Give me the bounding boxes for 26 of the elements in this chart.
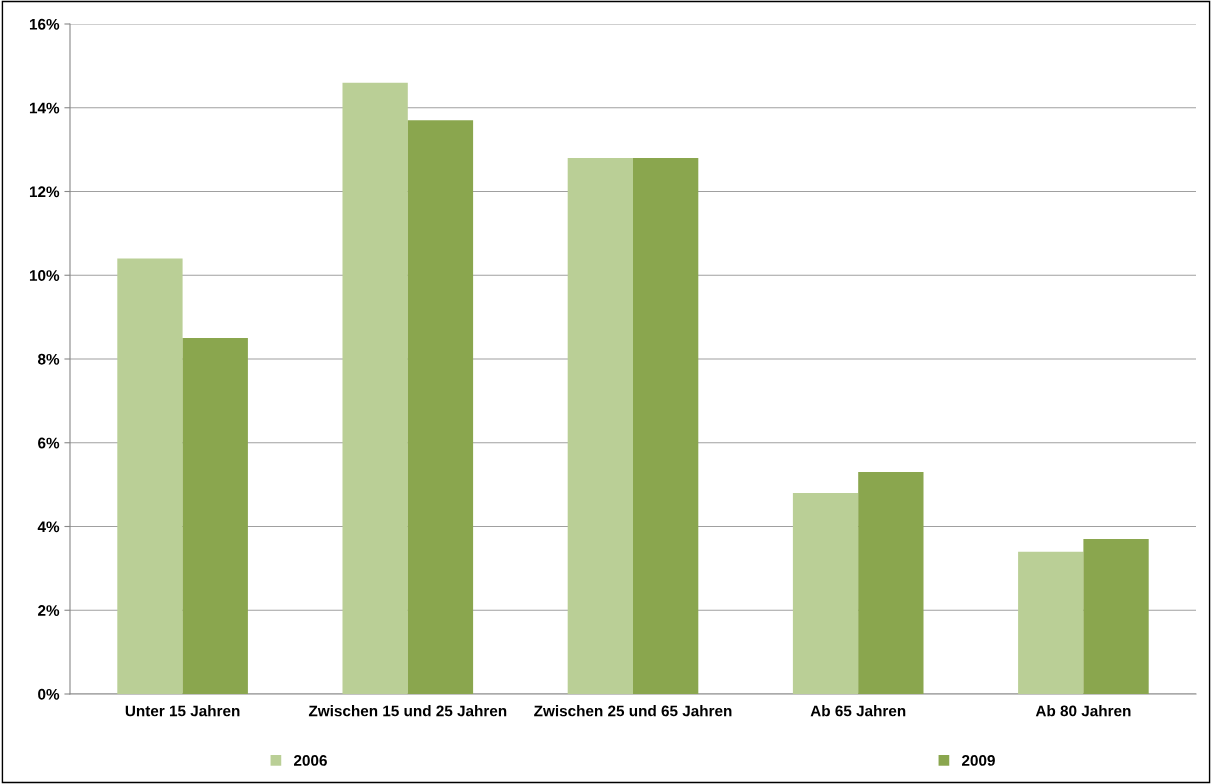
y-tick-label: 2% (38, 605, 60, 616)
bar (342, 82, 408, 694)
bar (1018, 551, 1084, 694)
y-tick-label: 8% (37, 353, 60, 365)
bar (633, 158, 699, 694)
bar (407, 120, 474, 694)
y-tick-label: 16% (29, 18, 60, 30)
y-tick-label: 14% (29, 102, 60, 114)
x-tick-label: Unter 15 Jahren (125, 705, 240, 717)
bar (567, 158, 633, 694)
legend-label: 2009 (962, 755, 995, 766)
y-tick-label: 12% (29, 186, 60, 198)
bar (792, 493, 859, 694)
legend-label: 2006 (293, 755, 327, 766)
y-tick-label: 0% (38, 688, 60, 700)
y-tick-label: 10% (29, 270, 60, 281)
bar (182, 338, 248, 694)
y-tick-label: 6% (38, 437, 60, 449)
x-tick-label: Ab 80 Jahren (1035, 705, 1131, 717)
bar (117, 258, 183, 694)
bar (1083, 539, 1149, 694)
bar (858, 472, 924, 694)
x-tick-label: Ab 65 Jahren (810, 705, 906, 717)
x-tick-label: Zwischen 15 und 25 Jahren (308, 705, 507, 717)
y-tick-label: 4% (37, 521, 60, 533)
x-tick-label: Zwischen 25 und 65 Jahren (534, 705, 732, 717)
